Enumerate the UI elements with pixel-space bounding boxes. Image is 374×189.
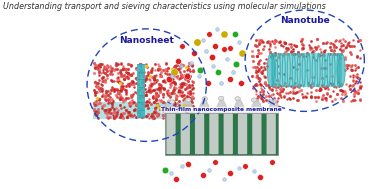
Point [215, 70, 221, 74]
Point [196, 74, 202, 77]
Ellipse shape [186, 98, 191, 102]
FancyBboxPatch shape [181, 114, 190, 154]
Text: Thin-film nanocomposite membrane: Thin-film nanocomposite membrane [161, 107, 282, 112]
Point [191, 52, 197, 55]
Point [166, 78, 172, 81]
Point [197, 69, 203, 72]
Point [206, 33, 212, 36]
Point [180, 164, 186, 167]
FancyBboxPatch shape [252, 114, 261, 154]
FancyBboxPatch shape [195, 114, 204, 154]
Point [224, 57, 230, 60]
Point [175, 59, 181, 62]
Ellipse shape [251, 98, 257, 102]
Point [239, 52, 245, 55]
Point [174, 177, 180, 180]
Ellipse shape [235, 97, 240, 101]
Ellipse shape [202, 97, 208, 101]
Point [186, 162, 191, 165]
FancyBboxPatch shape [271, 53, 341, 87]
Point [200, 39, 206, 42]
Ellipse shape [338, 53, 345, 87]
Text: Nanotube: Nanotube [280, 16, 329, 25]
Point [227, 46, 233, 49]
Point [242, 164, 248, 167]
Point [200, 174, 206, 177]
Point [221, 33, 227, 36]
Point [236, 166, 242, 169]
FancyBboxPatch shape [224, 114, 233, 154]
Point [178, 65, 184, 68]
Point [171, 70, 177, 74]
FancyBboxPatch shape [267, 114, 276, 154]
Ellipse shape [169, 100, 175, 104]
Point [221, 177, 227, 180]
Point [184, 74, 190, 77]
FancyBboxPatch shape [209, 114, 218, 154]
Point [269, 160, 275, 163]
Point [169, 74, 175, 77]
FancyBboxPatch shape [166, 114, 176, 154]
Point [188, 61, 194, 64]
Point [168, 172, 174, 175]
FancyBboxPatch shape [238, 114, 247, 154]
Text: Understanding transport and sieving characteristics using molecular simulations: Understanding transport and sieving char… [3, 2, 326, 11]
Point [257, 176, 263, 179]
Point [205, 82, 211, 85]
Point [237, 82, 243, 85]
Point [230, 70, 236, 74]
Point [194, 40, 200, 43]
Point [218, 82, 224, 85]
Point [221, 48, 227, 51]
Ellipse shape [267, 53, 275, 87]
Point [162, 168, 168, 171]
Text: Nanosheet: Nanosheet [119, 36, 174, 45]
Point [180, 44, 186, 47]
Ellipse shape [218, 96, 224, 100]
Point [203, 50, 209, 53]
Point [227, 172, 233, 175]
Point [233, 63, 239, 66]
Point [251, 170, 257, 173]
Point [206, 168, 212, 171]
Point [236, 40, 242, 43]
FancyBboxPatch shape [137, 64, 144, 118]
Point [212, 160, 218, 163]
Point [232, 33, 237, 36]
Point [214, 27, 220, 30]
Ellipse shape [268, 100, 273, 104]
FancyBboxPatch shape [165, 113, 278, 155]
Point [212, 44, 218, 47]
Point [209, 55, 215, 58]
Point [227, 78, 233, 81]
Point [210, 65, 216, 68]
FancyBboxPatch shape [93, 102, 194, 119]
